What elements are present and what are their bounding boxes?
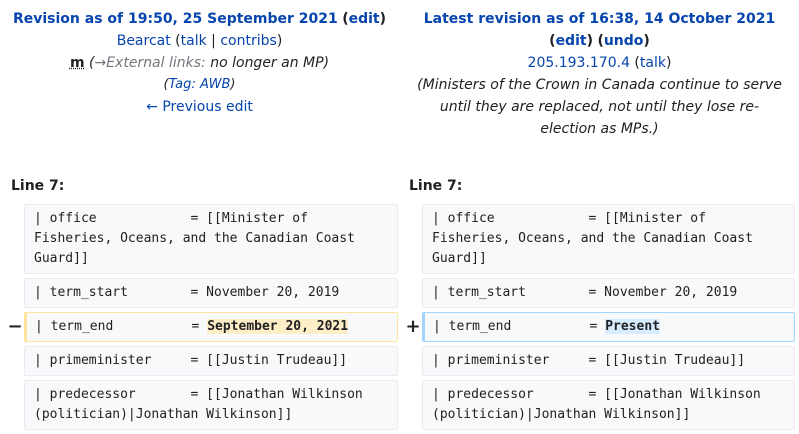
- summary-section-link[interactable]: →External links:: [94, 55, 206, 71]
- minor-edit-mark: m: [69, 55, 85, 71]
- old-summary-line: m (→External links: no longer an MP): [69, 55, 330, 71]
- new-edit-comment: (Ministers of the Crown in Canada contin…: [417, 77, 782, 137]
- new-revision-link[interactable]: Latest revision as of 16:38, 14 October …: [423, 11, 776, 27]
- old-line-number: Line 7:: [11, 178, 65, 194]
- new-revision-header: Latest revision as of 16:38, 14 October …: [400, 0, 799, 140]
- new-user-line: 205.193.170.4 (talk): [527, 55, 672, 71]
- old-revision-header: Revision as of 19:50, 25 September 2021 …: [0, 0, 399, 118]
- diff-context-primeminister-old: | primeminister = [[Justin Trudeau]]: [24, 346, 398, 376]
- old-revision-link[interactable]: Revision as of 19:50, 25 September 2021: [12, 11, 338, 27]
- old-revision-title: Revision as of 19:50, 25 September 2021 …: [12, 11, 387, 27]
- tag-value-link[interactable]: AWB: [199, 77, 231, 92]
- diff-context-predecessor-old: | predecessor = [[Jonathan Wilkinson (po…: [24, 380, 398, 430]
- diff-context-term-start-new: | term_start = November 20, 2019: [422, 278, 795, 308]
- new-line-number: Line 7:: [409, 178, 463, 194]
- old-tag-line: (Tag: AWB): [163, 77, 236, 92]
- term-end-removed-text: September 20, 2021: [207, 319, 349, 334]
- undo-link[interactable]: undo: [603, 33, 644, 49]
- term-end-added-text: Present: [605, 319, 660, 334]
- old-edit-link[interactable]: edit: [348, 11, 380, 27]
- diff-added-term-end: | term_end = Present: [422, 312, 795, 342]
- diff-context-term-start-old: | term_start = November 20, 2019: [24, 278, 398, 308]
- previous-edit-line: ← Previous edit: [0, 96, 399, 118]
- new-talk-link[interactable]: talk: [639, 55, 666, 71]
- old-summary-text: no longer an MP: [210, 55, 324, 71]
- term-end-old-prefix: | term_end =: [35, 319, 208, 334]
- added-line-marker: +: [405, 316, 421, 337]
- diff-context-primeminister-new: | primeminister = [[Justin Trudeau]]: [422, 346, 795, 376]
- old-talk-link[interactable]: talk: [180, 33, 207, 49]
- old-contribs-link[interactable]: contribs: [220, 33, 277, 49]
- new-actions-line: (edit) (undo): [549, 33, 650, 49]
- new-user-link[interactable]: 205.193.170.4: [527, 55, 630, 71]
- old-user-line: Bearcat (talk | contribs): [116, 33, 283, 49]
- diff-deleted-term-end: | term_end = September 20, 2021: [24, 312, 398, 342]
- diff-context-predecessor-new: | predecessor = [[Jonathan Wilkinson (po…: [422, 380, 795, 430]
- new-edit-link[interactable]: edit: [555, 33, 587, 49]
- deleted-line-marker: −: [7, 316, 23, 337]
- diff-context-office-new: | office = [[Minister of Fisheries, Ocea…: [422, 204, 795, 274]
- old-user-link[interactable]: Bearcat: [116, 33, 171, 49]
- tag-label-link[interactable]: Tag:: [168, 77, 196, 92]
- previous-edit-link[interactable]: ← Previous edit: [146, 99, 253, 115]
- term-end-new-prefix: | term_end =: [433, 319, 606, 334]
- new-revision-title: Latest revision as of 16:38, 14 October …: [400, 8, 799, 30]
- diff-context-office-old: | office = [[Minister of Fisheries, Ocea…: [24, 204, 398, 274]
